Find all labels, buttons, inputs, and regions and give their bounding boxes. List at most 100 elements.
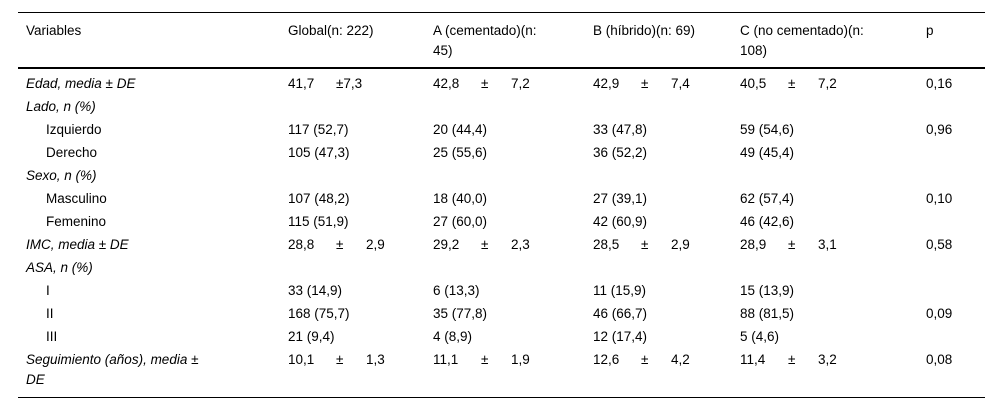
column-header: p (926, 12, 985, 69)
value-token: 29,2 (433, 237, 460, 252)
value-token: 49 (45,4) (740, 145, 795, 160)
value-cell: 5 (4,6) (740, 326, 926, 349)
table-row: Masculino 107 (48,2) 18 (40,0) 27 (39,1) 62 … (18, 188, 985, 211)
plus-minus-sign: ± (788, 237, 796, 252)
plus-minus-sign: ± (336, 237, 344, 252)
value-token: 107 (48,2) (288, 191, 350, 206)
value-cell: 12,6 ±4,2 (593, 349, 740, 398)
table-row: Femenino 115 (51,9) 27 (60,0) 42 (60,9) 46 (… (18, 211, 985, 234)
value-token: 41,7 (288, 76, 315, 91)
value-token: 35 (77,8) (433, 306, 488, 321)
value-cell: 42,8 ±7,2 (433, 68, 593, 96)
row-label: Seguimiento (años), media ± DE (26, 352, 199, 387)
value-token: 168 (75,7) (288, 306, 350, 321)
p-value-cell: 0,09 (926, 306, 953, 321)
table-header-row: Variables Global(n: 222) A (cementado)(n: … (18, 12, 985, 69)
value-token: 11,4 (740, 352, 766, 367)
value-cell: 62 (57,4) (740, 188, 926, 211)
row-label: Sexo, n (%) (26, 168, 97, 183)
value-token: 42,8 (433, 76, 460, 91)
value-cell: 115 (51,9) (288, 211, 433, 234)
value-token: 46 (42,6) (740, 214, 795, 229)
value-cell (593, 165, 740, 188)
row-label: Izquierdo (46, 122, 102, 137)
value-token: 5 (4,6) (740, 329, 780, 344)
value-token: 62 (57,4) (740, 191, 795, 206)
table-row: I 33 (14,9) 6 (13,3) 11 (15,9) 15 (13,9) (18, 280, 985, 303)
plus-minus-sign: ± (788, 76, 796, 91)
column-header: B (híbrido)(n: 69) (593, 12, 740, 69)
row-label: Lado, n (%) (26, 99, 96, 114)
value-token: 10,1 (288, 352, 315, 367)
value-cell: 29,2 ±2,3 (433, 234, 593, 257)
value-token: 59 (54,6) (740, 122, 795, 137)
value-cell: 12 (17,4) (593, 326, 740, 349)
value-cell: 107 (48,2) (288, 188, 433, 211)
value-cell: 28,9 ±3,1 (740, 234, 926, 257)
value-cell: 41,7 ±7,3 (288, 68, 433, 96)
value-cell: 6 (13,3) (433, 280, 593, 303)
value-cell: 49 (45,4) (740, 142, 926, 165)
p-value-cell: 0,58 (926, 237, 953, 252)
value-cell: 11,1 ±1,9 (433, 349, 593, 398)
table-row: ASA, n (%) (18, 257, 985, 280)
value-cell: 117 (52,7) (288, 119, 433, 142)
value-token: 115 (51,9) (288, 214, 349, 229)
value-cell (740, 257, 926, 280)
value-token: 4,2 (671, 352, 690, 367)
table-row: Sexo, n (%) (18, 165, 985, 188)
patient-characteristics-table: Variables Global(n: 222) A (cementado)(n: … (18, 12, 985, 398)
value-token: 1,9 (511, 352, 530, 367)
value-token: 7,2 (818, 76, 837, 91)
value-cell (288, 257, 433, 280)
table-row: Derecho 105 (47,3) 25 (55,6) 36 (52,2) 49 (4… (18, 142, 985, 165)
value-token: 1,3 (366, 352, 385, 367)
table-row: Lado, n (%) (18, 96, 985, 119)
value-token: 7,4 (671, 76, 690, 91)
table-row: IMC, media ± DE 28,8 ±2,9 29,2 ±2,3 28,5 ±2,9 2… (18, 234, 985, 257)
row-label: Femenino (46, 214, 107, 229)
value-cell: 33 (14,9) (288, 280, 433, 303)
value-cell: 11 (15,9) (593, 280, 740, 303)
plus-minus-sign: ± (641, 237, 649, 252)
column-header: Variables (18, 12, 288, 69)
value-cell: 21 (9,4) (288, 326, 433, 349)
value-cell: 33 (47,8) (593, 119, 740, 142)
row-label: I (46, 283, 50, 298)
column-header: Global(n: 222) (288, 12, 433, 69)
value-token: 2,9 (671, 237, 690, 252)
p-value-cell (926, 326, 985, 349)
value-cell: 4 (8,9) (433, 326, 593, 349)
value-token: 7,2 (511, 76, 530, 91)
table-row: Edad, media ± DE 41,7 ±7,3 42,8 ±7,2 42,9 ±7,4… (18, 68, 985, 96)
value-token: 46 (66,7) (593, 306, 648, 321)
table-row: Seguimiento (años), media ± DE 10,1 ±1,3 11… (18, 349, 985, 398)
value-cell: 18 (40,0) (433, 188, 593, 211)
value-token: 40,5 (740, 76, 767, 91)
value-cell (740, 165, 926, 188)
value-cell: 25 (55,6) (433, 142, 593, 165)
table-body: Edad, media ± DE 41,7 ±7,3 42,8 ±7,2 42,9 ±7,4… (18, 68, 985, 398)
value-token: 28,9 (740, 237, 767, 252)
value-cell: 168 (75,7) (288, 303, 433, 326)
value-token: 12 (17,4) (593, 329, 648, 344)
value-cell: 88 (81,5) (740, 303, 926, 326)
table-row: II 168 (75,7) 35 (77,8) 46 (66,7) 88 (81,5) 0… (18, 303, 985, 326)
p-value-cell (926, 96, 985, 119)
value-cell (593, 96, 740, 119)
value-token: ±7,3 (336, 76, 363, 91)
value-token: 88 (81,5) (740, 306, 795, 321)
row-label: Derecho (46, 145, 98, 160)
column-header: A (cementado)(n: 45) (433, 12, 593, 69)
value-cell: 10,1 ±1,3 (288, 349, 433, 398)
row-label: Masculino (46, 191, 107, 206)
value-cell (593, 257, 740, 280)
plus-minus-sign: ± (336, 352, 344, 367)
value-token: 18 (40,0) (433, 191, 488, 206)
value-token: 12,6 (593, 352, 620, 367)
value-token: 117 (52,7) (288, 122, 349, 137)
plus-minus-sign: ± (481, 76, 489, 91)
value-cell: 35 (77,8) (433, 303, 593, 326)
value-token: 105 (47,3) (288, 145, 350, 160)
value-cell: 11,4 ±3,2 (740, 349, 926, 398)
